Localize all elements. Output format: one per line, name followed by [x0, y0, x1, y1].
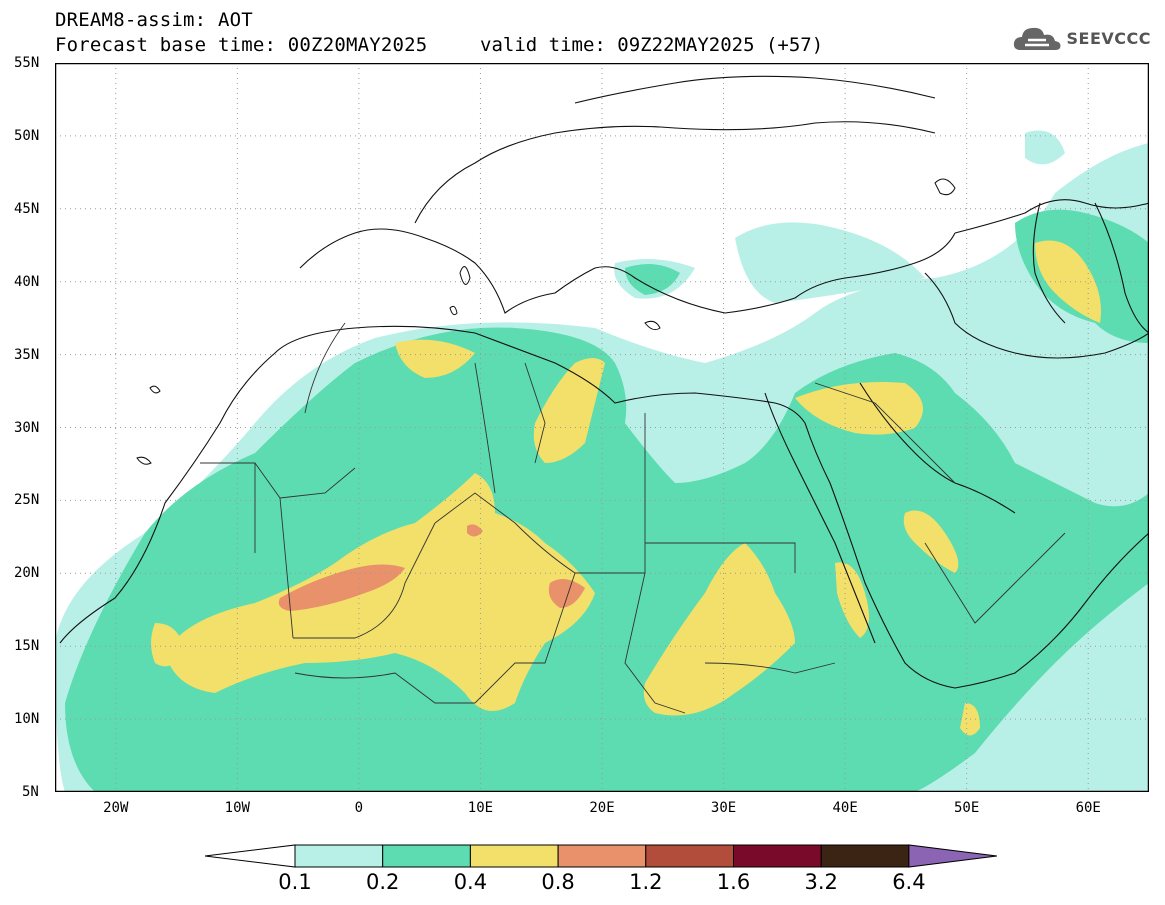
colorbar-tick-label: 0.8 — [541, 870, 575, 894]
colorbar-segment — [645, 844, 734, 868]
lon-tick-label: 10E — [467, 800, 494, 816]
map-frame — [55, 63, 1149, 792]
lon-tick-label: 60E — [1075, 800, 1101, 816]
country-borders — [200, 322, 1066, 714]
lat-tick-label: 55N — [14, 55, 40, 71]
valid-time: valid time: 09Z22MAY2025 (+57) — [480, 34, 824, 56]
lat-tick-label: 30N — [14, 419, 40, 436]
colorbar-segment — [382, 844, 471, 868]
seevccc-logo: SEEVCCC — [1013, 24, 1152, 52]
logo-text: SEEVCCC — [1066, 28, 1151, 48]
lon-tick-label: 20W — [103, 800, 129, 816]
colorbar-over-arrow — [908, 844, 997, 868]
colorbar-segment — [294, 844, 384, 868]
lat-tick-label: 15N — [14, 638, 40, 655]
lon-tick-label: 20E — [589, 800, 615, 816]
lat-tick-label: 20N — [14, 565, 40, 582]
colorbar-tick-label: 0.2 — [365, 870, 400, 894]
coastlines — [59, 75, 1149, 689]
lat-tick-label: 25N — [14, 492, 40, 509]
lat-tick-label: 10N — [14, 711, 40, 728]
colorbar-tick-label: 6.4 — [892, 870, 926, 894]
colorbar-segment — [469, 844, 559, 868]
map-title: DREAM8-assim: AOT — [55, 9, 253, 31]
colorbar-tick-label: 3.2 — [804, 870, 838, 894]
lon-tick-label: 0 — [354, 800, 364, 816]
lon-tick-label: 30E — [710, 800, 737, 816]
lon-tick-label: 40E — [832, 800, 858, 816]
colorbar-segment — [733, 844, 822, 868]
lat-tick-label: 45N — [14, 200, 40, 217]
lon-tick-label: 50E — [954, 800, 980, 816]
colorbar-tick-label: 0.4 — [453, 870, 488, 894]
colorbar-under-arrow — [205, 844, 296, 868]
lakes-islands — [136, 178, 956, 465]
aot-band-0.8 — [278, 524, 585, 611]
colorbar-tick-label: 1.6 — [716, 870, 751, 894]
colorbar-tick-label: 0.1 — [278, 870, 312, 894]
cloud-icon — [1013, 27, 1060, 50]
colorbar — [205, 844, 997, 868]
lat-tick-label: 35N — [14, 346, 40, 363]
colorbar-segment — [557, 844, 647, 868]
lat-tick-label: 40N — [14, 273, 40, 290]
map-canvas — [55, 63, 1149, 792]
colorbar-segment — [820, 844, 910, 868]
lat-tick-label: 50N — [14, 127, 40, 144]
aot-map — [55, 63, 1149, 792]
forecast-base-time: Forecast base time: 00Z20MAY2025 — [55, 34, 428, 56]
colorbar-tick-label: 1.2 — [629, 870, 663, 894]
lat-tick-label: 5N — [22, 784, 39, 800]
lon-tick-label: 10W — [224, 800, 250, 816]
